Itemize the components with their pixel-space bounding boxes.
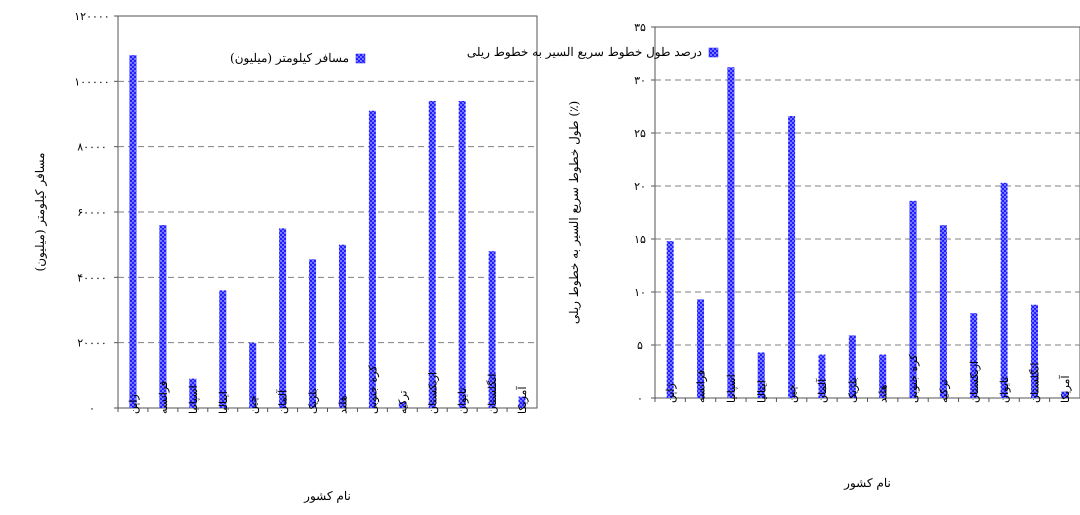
bar [398, 402, 406, 408]
bar [848, 335, 856, 398]
bar [458, 100, 466, 408]
x-tick-label: ژاپن [664, 383, 677, 403]
y-tick-label: ۲۰۰۰۰ [77, 337, 107, 350]
x-tick-label: آمریکا [1059, 375, 1072, 403]
bar [338, 244, 346, 408]
x-tick-label: تایوان [998, 377, 1011, 403]
bar [727, 67, 735, 398]
x-axis-label: نام کشور [843, 476, 891, 490]
x-tick-label: تایوان [456, 388, 469, 414]
x-axis-label: نام کشور [303, 489, 351, 503]
x-tick-label: چین [786, 385, 799, 404]
bar [909, 200, 917, 398]
x-tick-label: انگلستان [1028, 363, 1041, 403]
bar [368, 110, 376, 408]
bar [666, 241, 674, 398]
x-tick-label: انگلستان [486, 374, 499, 414]
x-tick-label: ترکیه [396, 390, 409, 414]
x-tick-label: هلند [877, 384, 890, 403]
bar [189, 378, 197, 408]
legend-swatch [708, 47, 719, 58]
bar [1000, 182, 1008, 398]
left-chart: ۰ ۲۰۰۰۰ ۴۰۰۰۰ ۶۰۰۰۰ ۸۰۰۰۰ ۱۰۰۰۰۰ ۱۲۰۰۰۰ ژاپن فرا… [33, 10, 538, 503]
x-tick-label: هلند [336, 395, 349, 414]
bar [518, 396, 526, 408]
y-tick-label: ۵ [637, 339, 643, 352]
y-tick-label: ۱۵ [634, 233, 646, 246]
legend-label: درصد طول خطوط سریع السیر به خطوط ریلی [467, 45, 702, 59]
bar [428, 100, 436, 408]
y-tick-label: ۲۰ [634, 180, 646, 193]
y-tick-label: ۳۰ [634, 74, 646, 87]
bar [309, 259, 317, 408]
bar [757, 352, 765, 398]
x-tick-label: ژاپن [127, 394, 140, 414]
y-tick-label: ۰ [637, 392, 643, 405]
y-tick-label: ۱۰۰۰۰۰ [74, 75, 109, 88]
bar [1061, 391, 1069, 398]
x-tick-label: چین [247, 396, 260, 415]
x-tick-label: اسپانیا [725, 374, 738, 403]
x-tick-label: کره جنوبی [366, 365, 379, 414]
x-tick-label: فرانسه [695, 370, 708, 403]
bar [818, 354, 826, 398]
legend-swatch [355, 53, 366, 64]
bar [129, 55, 137, 408]
legend-label: مسافر کیلومتر (میلیون) [230, 51, 349, 65]
plot-frame [654, 26, 1080, 399]
x-tick-label: بلژیک [307, 388, 320, 414]
x-tick-label: ایتالیا [217, 391, 230, 414]
y-tick-label: ۲۵ [634, 127, 646, 140]
x-tick-label: ترکیه [937, 379, 950, 403]
x-tick-label: آلمان [277, 389, 290, 414]
bar [939, 225, 947, 398]
y-tick-label: ۱۲۰۰۰۰ [74, 10, 109, 23]
x-tick-label: کره جنوبی [907, 354, 920, 403]
y-tick-label: ۰ [89, 402, 95, 415]
x-tick-label: ایتالیا [755, 380, 768, 403]
bar [219, 290, 227, 408]
bar [279, 228, 287, 408]
x-tick-label: ازبکستان [426, 372, 439, 414]
y-tick-label: ۴۰۰۰۰ [77, 271, 107, 284]
x-tick-label: آلمان [816, 378, 829, 403]
y-tick-label: ۱۰ [634, 286, 646, 299]
x-tick-label: ازبکستان [968, 361, 981, 403]
y-axis-label: طول خطوط سریع السیر به خطوط ریلی (٪) [567, 101, 581, 324]
y-tick-label: ۶۰۰۰۰ [77, 206, 107, 219]
bar [159, 225, 167, 408]
y-tick-label: ۸۰۰۰۰ [77, 141, 107, 154]
x-tick-label: بلژیک [846, 377, 859, 403]
bar [1030, 304, 1038, 398]
right-chart: ۰ ۵ ۱۰ ۱۵ ۲۰ ۲۵ ۳۰ ۳۵ ژاپن فرانسه اسپانیا ایتالیا چی… [467, 21, 1080, 490]
bar [249, 342, 257, 408]
bar [697, 299, 705, 398]
y-axis-label: مسافر کیلومتر (میلیون) [33, 153, 47, 272]
bar [488, 251, 496, 408]
bar [879, 354, 887, 398]
x-tick-label: فرانسه [157, 381, 170, 414]
x-tick-label: اسپانیا [187, 385, 200, 414]
bar [788, 116, 796, 398]
y-tick-label: ۳۵ [634, 21, 646, 34]
bar [970, 313, 978, 398]
x-tick-label: آمریکا [516, 386, 529, 414]
